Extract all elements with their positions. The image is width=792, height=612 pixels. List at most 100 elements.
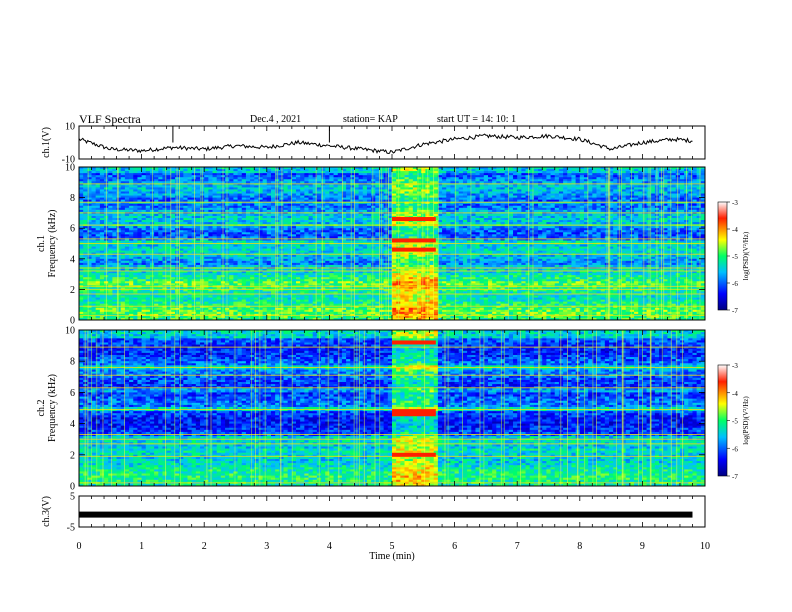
spectrogram-cell [308,195,314,198]
spectrogram-cell [212,175,218,178]
spectrogram-cell [137,171,142,174]
spectrogram-cell [83,317,88,321]
spectrogram-cell [312,234,318,237]
spectrogram-cell [262,236,268,239]
spectrogram-cell [179,222,184,225]
spectrogram-cell [208,303,213,307]
spectrogram-cell [91,307,97,311]
spectrogram-cell [216,189,222,192]
spectrogram-cell [79,273,84,276]
spectrogram-cell [304,271,309,274]
spectrogram-cell [270,264,276,268]
spectrogram-cell [229,246,234,249]
spectrogram-cell [120,273,126,276]
spectrogram-cell [212,311,218,315]
spectrogram-cell [191,244,197,247]
spectrogram-cell [321,181,326,184]
spectrogram-cell [112,254,117,258]
spectrogram-cell [154,301,159,305]
spectrogram-cell [291,171,297,174]
spectrogram-cell [321,209,326,213]
spectrogram-cell [79,279,84,282]
spectrogram-cell [166,209,172,213]
spectrogram-cell [91,287,97,290]
spectrogram-cell [166,226,172,229]
spectrogram-cell [195,220,201,223]
spectrogram-cell [137,244,142,247]
spectrogram-cell [270,179,276,182]
spectrogram-cell [241,281,247,284]
spectrogram-cell [287,256,293,260]
spectrogram-cell [154,269,159,272]
spectrogram-cell [283,309,289,313]
spectrogram-cell [245,173,251,176]
spectrogram-cell [141,230,147,233]
spectrogram-cell [124,293,130,296]
spectrogram-cell [312,250,318,254]
spectrogram-cell [291,299,297,303]
spectrogram-cell [170,279,176,282]
spectrogram-cell [83,277,88,280]
spectrogram-cell [254,287,259,290]
spectrogram-cell [300,297,305,300]
spectrogram-cell [187,307,193,311]
spectrogram-cell [79,305,84,309]
spectrogram-cell [124,244,130,247]
spectrogram-cell [258,185,264,188]
spectrogram-cell [208,181,213,184]
spectrogram-cell [300,169,305,172]
spectrogram-cell [95,195,101,198]
spectrogram-cell [145,187,151,190]
spectrogram-cell [229,250,234,254]
spectrogram-cell [229,305,234,309]
spectrogram-cell [191,277,197,280]
spectrogram-cell [229,289,234,292]
spectrogram-cell [229,269,234,272]
spectrogram-cell [229,303,234,307]
spectrogram-cell [229,222,234,225]
spectrogram-cell [250,273,255,276]
spectrogram-cell [79,175,84,178]
spectrogram-cell [283,262,289,266]
spectrogram-cell [216,207,222,211]
spectrogram-cell [99,189,105,192]
spectrogram-cell [108,279,113,282]
spectrogram-cell [241,283,247,286]
spectrogram-cell [141,248,147,252]
spectrogram-cell [208,293,213,296]
spectrogram-cell [212,303,218,307]
spectrogram-cell [262,230,268,233]
spectrogram-cell [179,238,184,241]
spectrogram-cell [95,238,101,241]
spectrogram-cell [83,275,88,278]
spectrogram-cell [191,299,197,303]
spectrogram-cell [208,248,213,252]
spectrogram-cell [304,250,309,254]
spectrogram-cell [241,277,247,280]
spectrogram-cell [195,301,201,305]
spectrogram-cell [233,234,238,237]
spectrogram-cell [308,193,314,196]
spectrogram-cell [308,275,314,278]
spectrogram-cell [291,291,297,294]
spectrogram-cell [300,281,305,284]
spectrogram-cell [241,250,247,254]
spectrogram-cell [233,197,238,201]
spectrogram-cell [141,269,147,272]
spectrogram-cell [304,236,309,239]
spectrogram-cell [91,275,97,278]
spectrogram-cell [183,191,188,194]
spectrogram-cell [250,205,255,209]
spectrogram-cell [245,291,251,294]
spectrogram-cell [262,248,268,252]
spectrogram-cell [95,226,101,229]
spectrogram-cell [266,230,272,233]
spectrogram-cell [99,183,105,186]
spectrogram-cell [124,215,130,219]
spectrogram-cell [162,197,168,201]
spectrogram-cell [204,187,209,190]
spectrogram-cell [83,307,88,311]
spectrogram-cell [141,315,147,319]
spectrogram-cell [312,311,318,315]
spectrogram-cell [254,213,259,217]
